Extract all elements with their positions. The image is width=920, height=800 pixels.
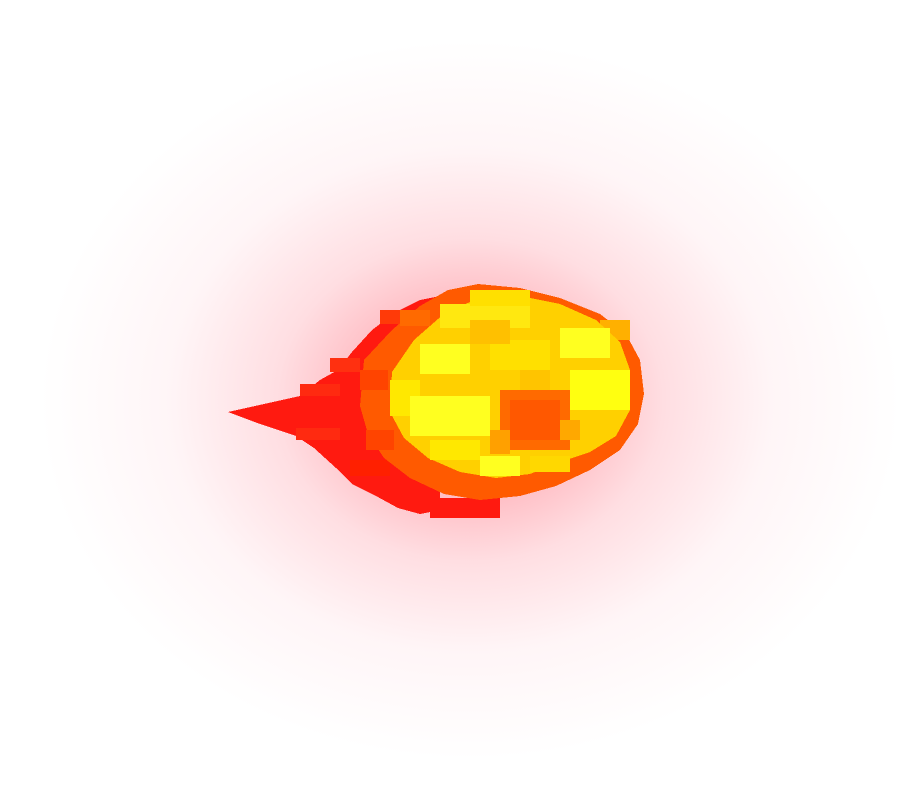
- flame-ember: [490, 390, 580, 454]
